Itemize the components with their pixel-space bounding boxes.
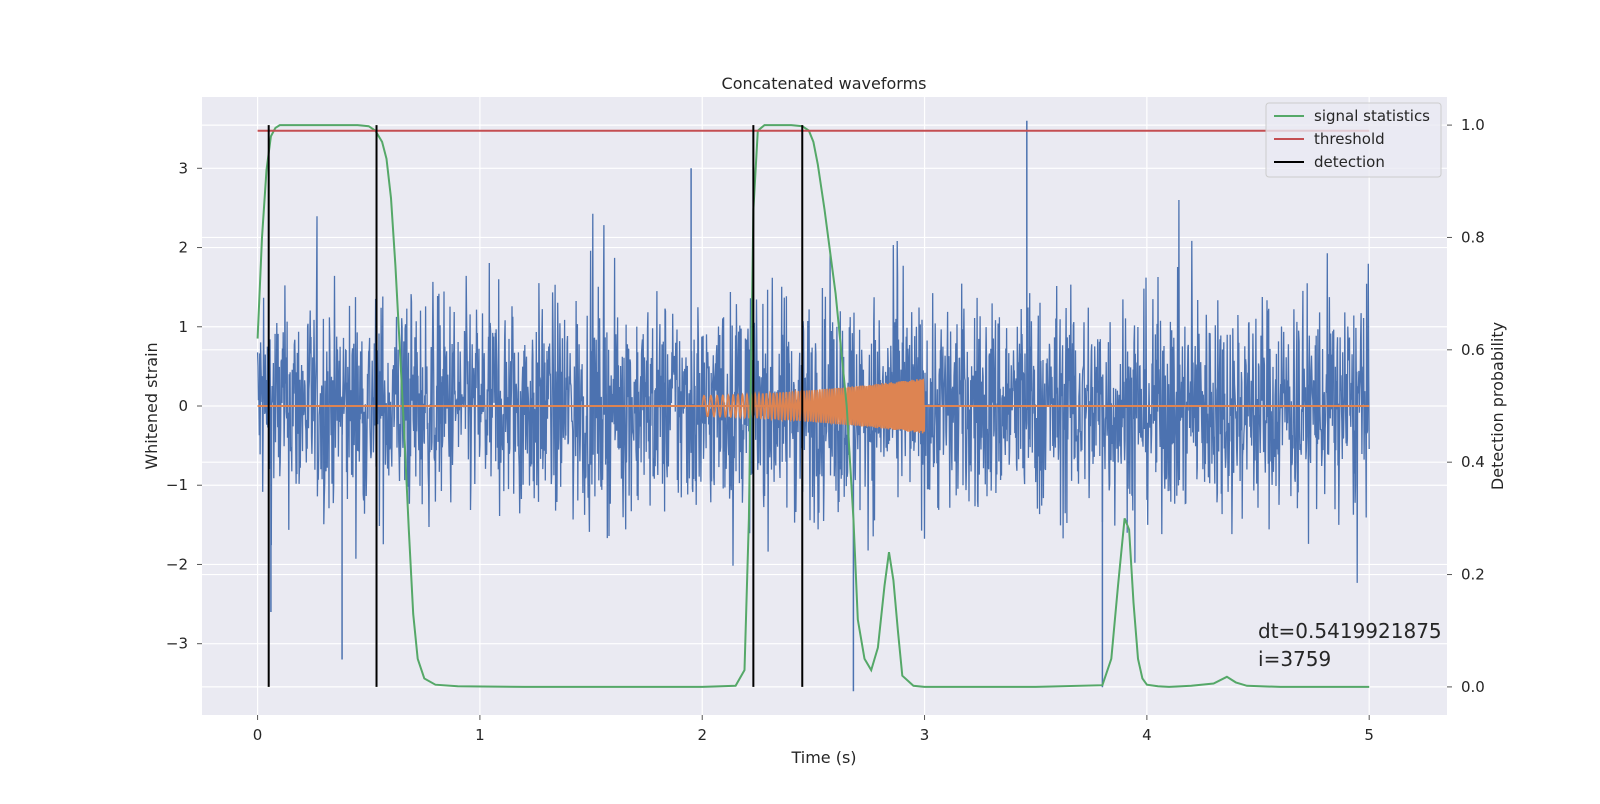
legend-label-threshold: threshold xyxy=(1314,130,1385,148)
x-tick-label-0: 0 xyxy=(253,726,263,744)
yr-tick-label-4: 0.8 xyxy=(1461,228,1485,246)
y-left-axis-ticks: −3 −2 −1 0 1 2 3 xyxy=(166,159,202,653)
yl-tick-label-5: 2 xyxy=(178,239,188,257)
legend-label-detection: detection xyxy=(1314,153,1385,171)
series-layer xyxy=(256,124,1370,688)
yr-tick-label-5: 1.0 xyxy=(1461,116,1485,134)
injected-signal-chirp xyxy=(701,378,926,434)
strain-noise xyxy=(256,120,1370,692)
legend-label-signal-statistics: signal statistics xyxy=(1314,107,1430,125)
yl-tick-label-3: 0 xyxy=(178,397,188,415)
annotations: dt=0.5419921875 i=3759 xyxy=(1258,619,1442,671)
yl-tick-label-0: −3 xyxy=(166,635,188,653)
series-signal-statistics xyxy=(256,124,1370,688)
yl-tick-label-1: −2 xyxy=(166,555,188,573)
x-tick-label-2: 2 xyxy=(697,726,707,744)
y-right-axis-label: Detection probability xyxy=(1488,322,1507,490)
y-right-axis-ticks: 0.0 0.2 0.4 0.6 0.8 1.0 xyxy=(1447,116,1485,696)
y-left-axis-label: Whitened strain xyxy=(142,342,161,469)
annotation-0: dt=0.5419921875 xyxy=(1258,619,1442,643)
yr-tick-label-1: 0.2 xyxy=(1461,566,1485,584)
yl-tick-label-4: 1 xyxy=(178,318,188,336)
yr-tick-label-0: 0.0 xyxy=(1461,678,1485,696)
legend: signal statistics threshold detection xyxy=(1265,102,1442,178)
x-tick-label-3: 3 xyxy=(920,726,930,744)
legend-box xyxy=(1265,102,1442,178)
yl-tick-label-2: −1 xyxy=(166,476,188,494)
yr-tick-label-2: 0.4 xyxy=(1461,453,1485,471)
yr-tick-label-3: 0.6 xyxy=(1461,341,1485,359)
annotation-1: i=3759 xyxy=(1258,647,1331,671)
x-axis-label: Time (s) xyxy=(790,748,856,767)
x-tick-label-5: 5 xyxy=(1364,726,1374,744)
x-tick-label-4: 4 xyxy=(1142,726,1152,744)
x-axis-ticks: 0 1 2 3 4 5 xyxy=(253,715,1374,744)
injected-signal xyxy=(257,378,1370,434)
chart-title: Concatenated waveforms xyxy=(722,74,927,93)
yl-tick-label-6: 3 xyxy=(178,159,188,177)
x-tick-label-1: 1 xyxy=(475,726,485,744)
